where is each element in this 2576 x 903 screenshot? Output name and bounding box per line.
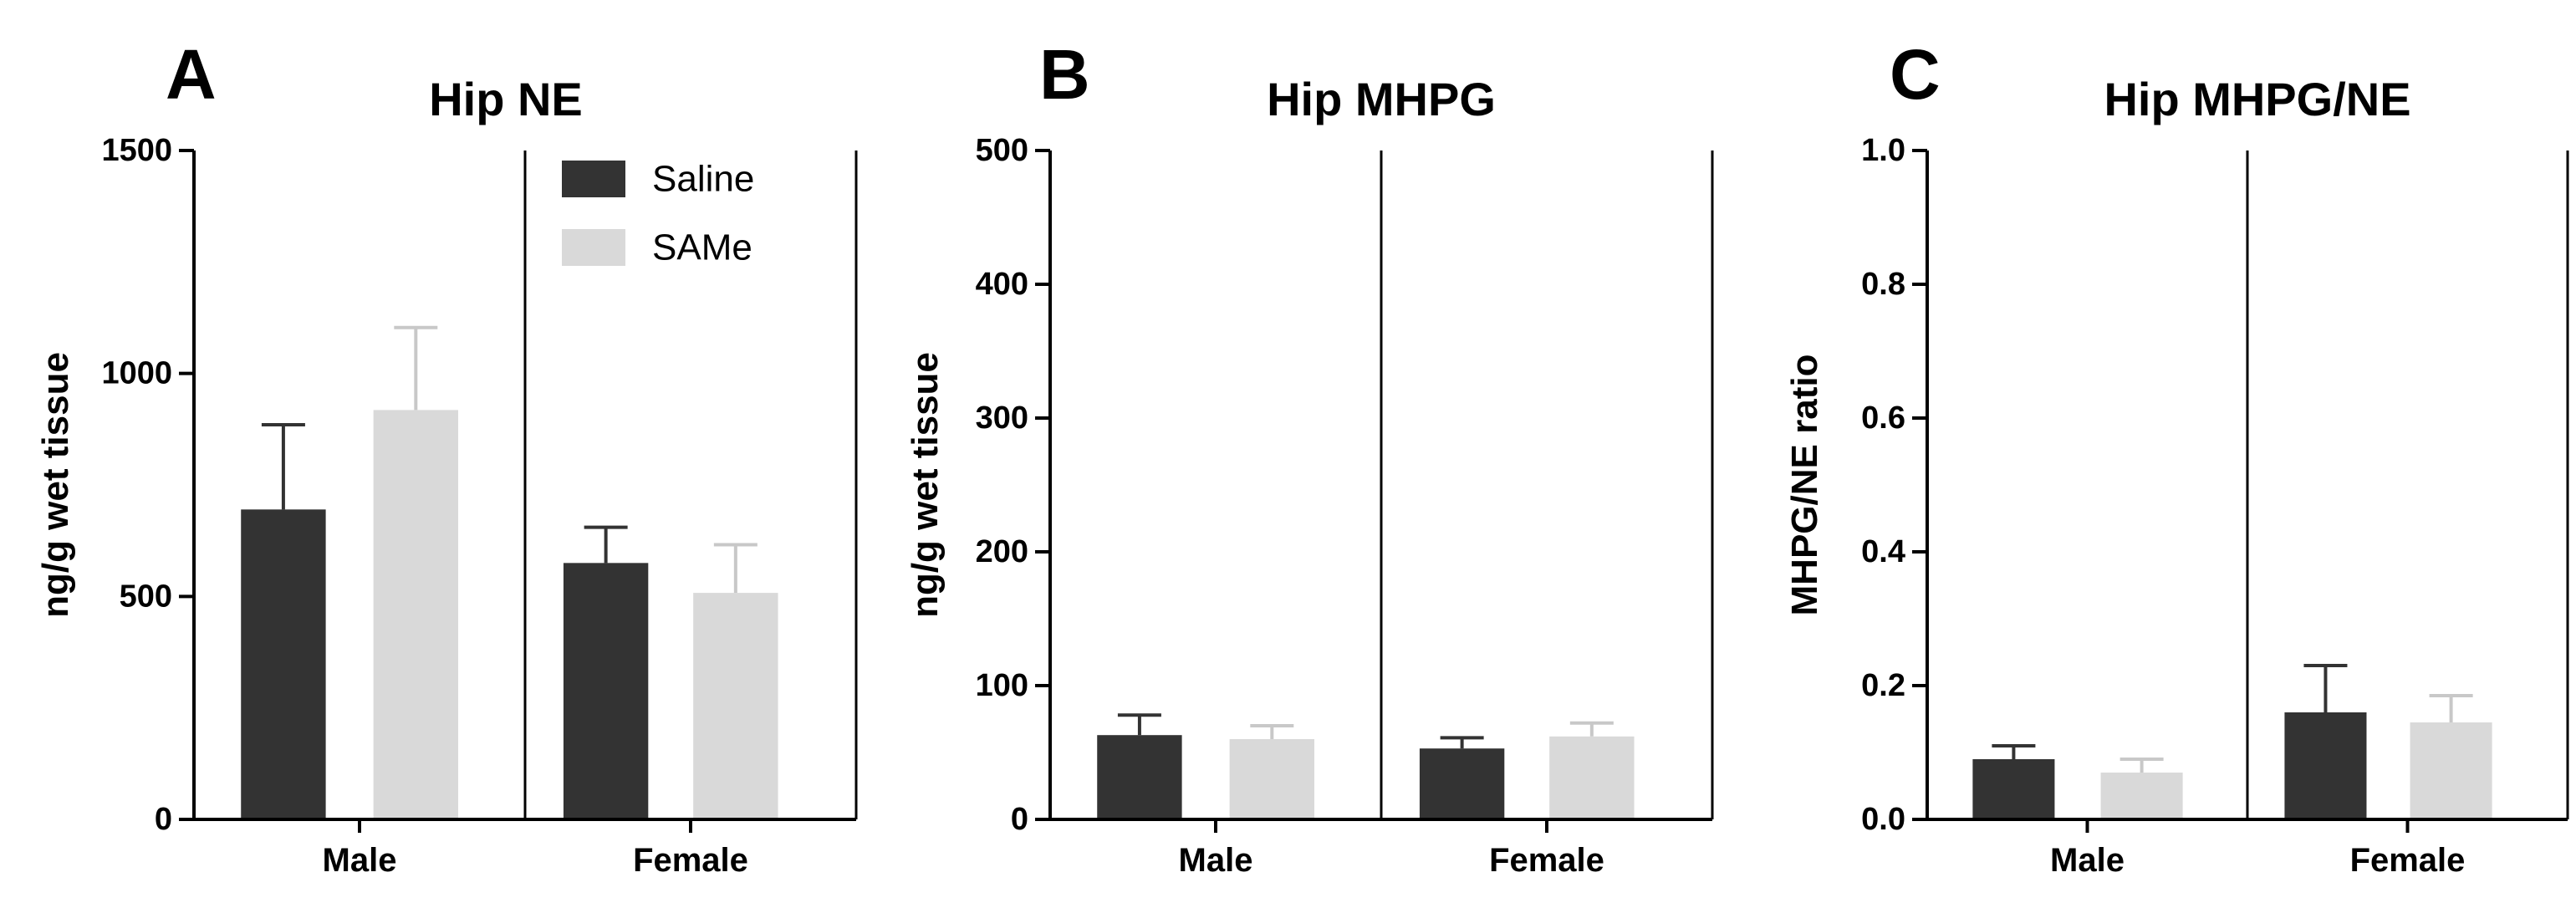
panel-title: Hip MHPG/NE (2104, 73, 2410, 125)
legend-label: Saline (652, 159, 754, 200)
y-tick-label: 0.0 (1861, 802, 1905, 837)
legend-swatch (562, 229, 625, 266)
panel-letter: A (166, 35, 217, 114)
y-tick-label: 0.2 (1861, 668, 1905, 703)
bar-saline-male (1097, 735, 1182, 819)
bar-same-female (693, 593, 778, 819)
x-category-label: Female (2350, 842, 2466, 879)
bar-saline-female (563, 563, 649, 819)
y-tick-label: 300 (976, 400, 1028, 436)
y-tick-label: 1500 (101, 133, 172, 168)
y-tick-label: 0.6 (1861, 400, 1905, 436)
chart-panel-c: C Hip MHPG/NE MHPG/NE ratio 0.0 0.2 0.4 0.6 0.8… (1784, 35, 2569, 879)
y-tick-label: 0.4 (1861, 534, 1905, 569)
y-axis-title: ng/g wet tissue (35, 352, 76, 618)
x-category-label: Male (2050, 842, 2125, 879)
bar-same-female (1549, 736, 1635, 819)
y-tick-label: 0 (155, 802, 172, 837)
y-axis-title: MHPG/NE ratio (1784, 355, 1825, 616)
bar-saline-female (1419, 748, 1505, 819)
legend: Saline SAMe (562, 159, 754, 268)
y-tick-label: 400 (976, 267, 1028, 302)
bar-same-male (373, 410, 459, 819)
y-tick-label: 500 (120, 579, 172, 614)
y-tick-label: 1000 (101, 356, 172, 391)
bar-same-female (2410, 722, 2492, 819)
bar-same-male (2100, 773, 2183, 819)
x-category-label: Male (323, 842, 397, 879)
panel-title: Hip MHPG (1267, 73, 1496, 125)
y-tick-label: 0.8 (1861, 267, 1905, 302)
chart-panel-b: B Hip MHPG ng/g wet tissue 0 100 200 300 400 500… (905, 35, 1714, 879)
y-tick-label: 500 (976, 133, 1028, 168)
x-category-label: Male (1179, 842, 1253, 879)
legend-label: SAMe (652, 227, 752, 268)
y-tick-label: 200 (976, 534, 1028, 569)
y-tick-label: 0 (1011, 802, 1028, 837)
panel-letter: C (1890, 35, 1941, 114)
chart-panel-a: A Hip NE ng/g wet tissue 0 500 1000 1500 Male Fe… (35, 35, 858, 879)
x-category-label: Female (1489, 842, 1604, 879)
panel-letter: B (1039, 35, 1090, 114)
y-tick-label: 1.0 (1861, 133, 1905, 168)
y-tick-label: 100 (976, 668, 1028, 703)
bar-saline-female (2284, 712, 2367, 819)
bar-saline-male (241, 509, 326, 819)
x-category-label: Female (633, 842, 748, 879)
y-axis-title: ng/g wet tissue (905, 352, 946, 618)
bar-saline-male (1972, 759, 2055, 819)
panel-title: Hip NE (429, 73, 583, 125)
legend-swatch (562, 161, 625, 197)
bar-same-male (1229, 739, 1315, 819)
